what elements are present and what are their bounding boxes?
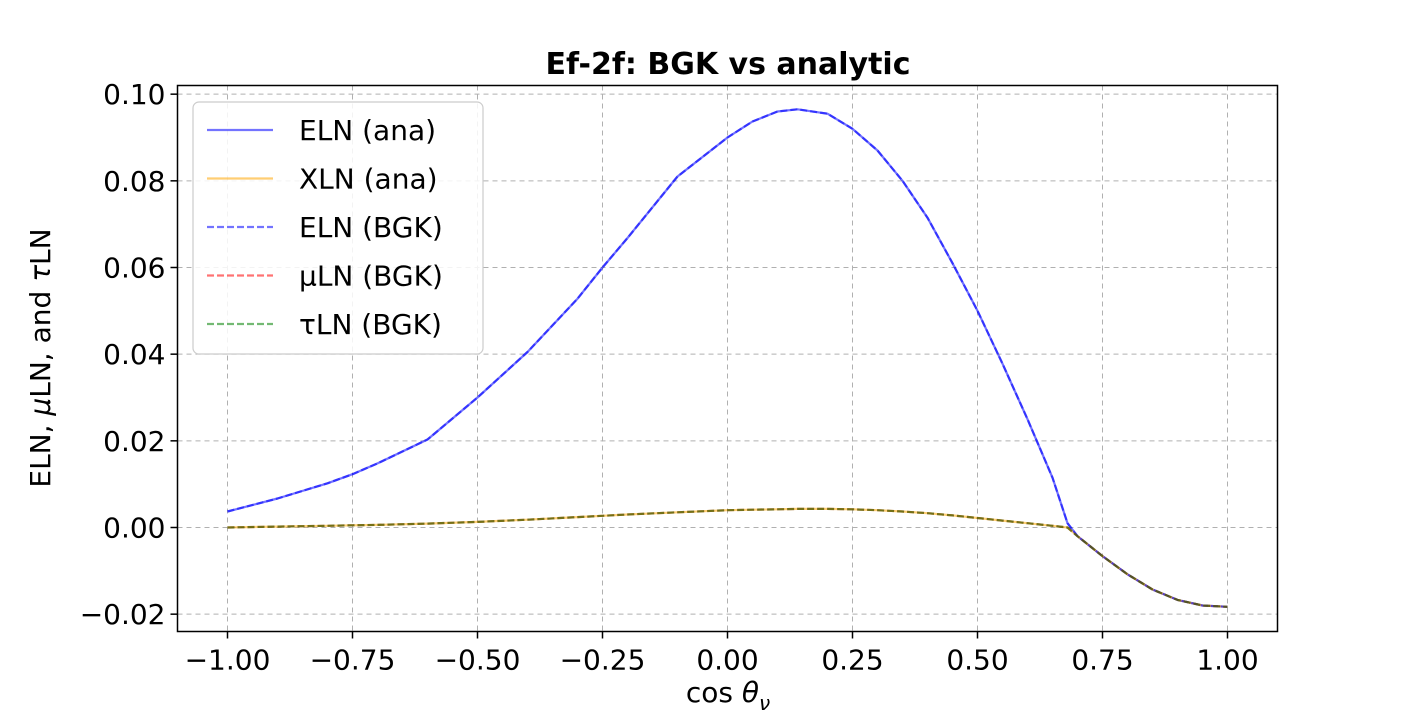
x-tick-label: 0.00 — [696, 644, 758, 677]
x-tick-label: 0.50 — [946, 644, 1008, 677]
x-axis-label-cos: cos — [686, 676, 742, 709]
legend-box — [192, 101, 484, 355]
y-axis: −0.02 0.00 0.02 0.04 0.06 0.08 0.10 — [80, 78, 178, 631]
legend-label: τLN (BGK) — [299, 308, 442, 341]
x-axis-label-theta: θ — [742, 676, 759, 709]
y-axis-label-part1: ELN, — [24, 416, 57, 488]
y-axis-label-mu: μ — [24, 398, 57, 417]
y-axis-label-part3: LN — [24, 228, 57, 265]
x-axis-label-nu: ν — [759, 691, 770, 710]
y-tick-label: 0.08 — [103, 165, 165, 198]
series-layer — [227, 108, 1228, 608]
x-tick-label: 1.00 — [1196, 644, 1258, 677]
y-tick-label: −0.02 — [80, 598, 166, 631]
x-tick-label: −0.75 — [310, 644, 396, 677]
legend-label: ELN (ana) — [299, 114, 436, 147]
y-tick-label: 0.06 — [103, 252, 165, 285]
y-tick-label: 0.00 — [103, 512, 165, 545]
x-axis-label: cos θν — [686, 676, 770, 710]
y-axis-label-part2: LN, and — [24, 282, 57, 398]
legend-label: XLN (ana) — [299, 163, 438, 196]
x-tick-label: −1.00 — [185, 644, 271, 677]
y-axis-label-tau: τ — [24, 265, 57, 282]
legend: ELN (ana) XLN (ana) ELN (BGK) μLN (BGK) τLN … — [192, 101, 484, 355]
y-axis-label: ELN, μLN, and τLN — [24, 228, 57, 487]
x-tick-label: 0.25 — [821, 644, 883, 677]
legend-label: ELN (BGK) — [299, 211, 443, 244]
x-tick-label: −0.25 — [560, 644, 646, 677]
series-line-4 — [227, 507, 1228, 608]
chart-title: Ef-2f: BGK vs analytic — [546, 47, 911, 82]
legend-label: μLN (BGK) — [299, 260, 443, 293]
y-tick-label: 0.02 — [103, 425, 165, 458]
y-tick-label: 0.04 — [103, 338, 165, 371]
x-tick-label: 0.75 — [1071, 644, 1133, 677]
y-tick-label: 0.10 — [103, 78, 165, 111]
x-axis: −1.00 −0.75 −0.50 −0.25 0.00 0.25 0.50 0.75 1.00 — [185, 631, 1259, 677]
x-tick-label: −0.50 — [435, 644, 521, 677]
